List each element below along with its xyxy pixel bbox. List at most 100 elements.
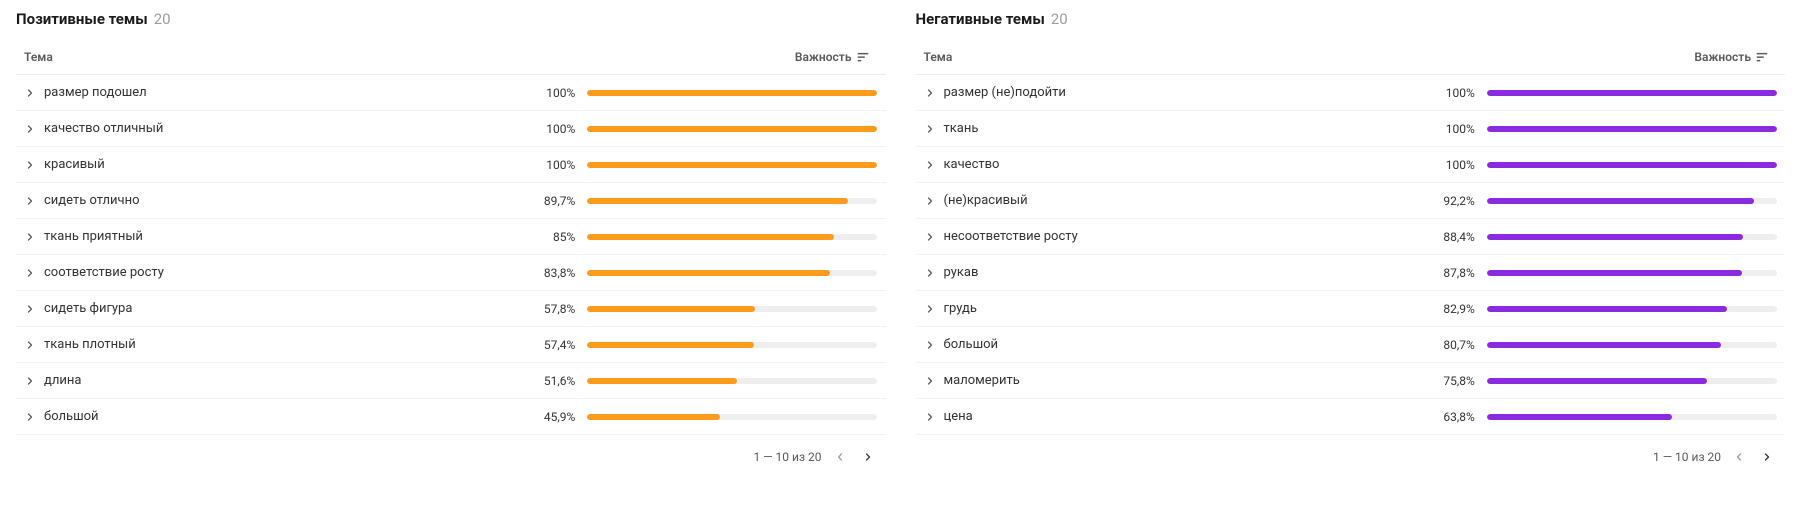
sort-icon bbox=[1755, 50, 1769, 64]
theme-label: длина bbox=[44, 373, 81, 388]
chevron-right-icon[interactable] bbox=[24, 231, 36, 243]
table-row[interactable]: большой45,9% bbox=[16, 399, 886, 435]
table-row[interactable]: качество100% bbox=[916, 147, 1786, 183]
bar-track bbox=[587, 234, 877, 240]
value-cell: 89,7% bbox=[519, 194, 587, 208]
bar-fill bbox=[1487, 198, 1755, 204]
bar-cell bbox=[1487, 414, 1777, 420]
bar-track bbox=[1487, 234, 1777, 240]
table-row[interactable]: (не)красивый92,2% bbox=[916, 183, 1786, 219]
bar-track bbox=[1487, 162, 1777, 168]
table-row[interactable]: сидеть отлично89,7% bbox=[16, 183, 886, 219]
table-row[interactable]: качество отличный100% bbox=[16, 111, 886, 147]
table-row[interactable]: размер подошел100% bbox=[16, 75, 886, 111]
theme-label: размер подошел bbox=[44, 85, 147, 100]
chevron-right-icon[interactable] bbox=[24, 123, 36, 135]
chevron-right-icon[interactable] bbox=[24, 195, 36, 207]
chevron-right-icon[interactable] bbox=[24, 411, 36, 423]
theme-label: большой bbox=[944, 337, 999, 352]
bar-cell bbox=[1487, 378, 1777, 384]
theme-cell: качество отличный bbox=[24, 121, 519, 136]
chevron-right-icon[interactable] bbox=[924, 195, 936, 207]
pagination: 1 — 10 из 20 bbox=[16, 435, 886, 467]
table-header: ТемаВажность bbox=[16, 40, 886, 75]
panel-title: Негативные темы20 bbox=[916, 10, 1786, 28]
column-header-importance[interactable]: Важность bbox=[795, 50, 878, 64]
bar-cell bbox=[1487, 198, 1777, 204]
table-row[interactable]: ткань приятный85% bbox=[16, 219, 886, 255]
chevron-right-icon[interactable] bbox=[24, 375, 36, 387]
table-row[interactable]: большой80,7% bbox=[916, 327, 1786, 363]
theme-cell: маломерить bbox=[924, 373, 1419, 388]
value-cell: 100% bbox=[1419, 158, 1487, 172]
table-row[interactable]: маломерить75,8% bbox=[916, 363, 1786, 399]
table-row[interactable]: цена63,8% bbox=[916, 399, 1786, 435]
chevron-right-icon[interactable] bbox=[924, 303, 936, 315]
chevron-right-icon[interactable] bbox=[24, 87, 36, 99]
bar-cell bbox=[587, 162, 877, 168]
value-cell: 51,6% bbox=[519, 374, 587, 388]
chevron-right-icon[interactable] bbox=[924, 87, 936, 99]
chevron-right-icon[interactable] bbox=[24, 267, 36, 279]
theme-cell: ткань плотный bbox=[24, 337, 519, 352]
chevron-right-icon[interactable] bbox=[924, 159, 936, 171]
table-row[interactable]: ткань100% bbox=[916, 111, 1786, 147]
table-row[interactable]: красивый100% bbox=[16, 147, 886, 183]
column-header-importance-label: Важность bbox=[795, 50, 852, 64]
table-row[interactable]: ткань плотный57,4% bbox=[16, 327, 886, 363]
next-page-button[interactable] bbox=[858, 447, 878, 467]
theme-label: качество отличный bbox=[44, 121, 163, 136]
panel-title-text: Позитивные темы bbox=[16, 10, 148, 28]
prev-page-button[interactable] bbox=[1729, 447, 1749, 467]
theme-label: цена bbox=[944, 409, 973, 424]
bar-track bbox=[587, 270, 877, 276]
bar-track bbox=[587, 342, 877, 348]
theme-cell: сидеть отлично bbox=[24, 193, 519, 208]
table-row[interactable]: сидеть фигура57,8% bbox=[16, 291, 886, 327]
value-cell: 57,4% bbox=[519, 338, 587, 352]
theme-cell: сидеть фигура bbox=[24, 301, 519, 316]
bar-fill bbox=[587, 234, 834, 240]
value-cell: 45,9% bbox=[519, 410, 587, 424]
theme-label: соответствие росту bbox=[44, 265, 164, 280]
table-row[interactable]: рукав87,8% bbox=[916, 255, 1786, 291]
panel-title-text: Негативные темы bbox=[916, 10, 1045, 28]
chevron-right-icon[interactable] bbox=[924, 375, 936, 387]
chevron-right-icon[interactable] bbox=[24, 159, 36, 171]
prev-page-button[interactable] bbox=[830, 447, 850, 467]
chevron-right-icon[interactable] bbox=[924, 411, 936, 423]
chevron-right-icon[interactable] bbox=[924, 231, 936, 243]
theme-cell: большой bbox=[24, 409, 519, 424]
table-row[interactable]: соответствие росту83,8% bbox=[16, 255, 886, 291]
bar-track bbox=[587, 378, 877, 384]
theme-cell: ткань bbox=[924, 121, 1419, 136]
bar-track bbox=[1487, 378, 1777, 384]
theme-label: (не)красивый bbox=[944, 193, 1028, 208]
chevron-right-icon[interactable] bbox=[924, 267, 936, 279]
next-page-button[interactable] bbox=[1757, 447, 1777, 467]
value-cell: 82,9% bbox=[1419, 302, 1487, 316]
column-header-theme[interactable]: Тема bbox=[24, 50, 795, 64]
table-row[interactable]: несоответствие росту88,4% bbox=[916, 219, 1786, 255]
bar-cell bbox=[587, 198, 877, 204]
table-row[interactable]: грудь82,9% bbox=[916, 291, 1786, 327]
table-row[interactable]: длина 51,6% bbox=[16, 363, 886, 399]
chevron-right-icon[interactable] bbox=[924, 339, 936, 351]
bar-track bbox=[587, 126, 877, 132]
bar-cell bbox=[1487, 342, 1777, 348]
chevron-right-icon[interactable] bbox=[924, 123, 936, 135]
column-header-theme[interactable]: Тема bbox=[924, 50, 1695, 64]
bar-cell bbox=[1487, 90, 1777, 96]
bar-fill bbox=[1487, 126, 1777, 132]
column-header-importance[interactable]: Важность bbox=[1694, 50, 1777, 64]
bar-cell bbox=[1487, 126, 1777, 132]
pagination-text: 1 — 10 из 20 bbox=[753, 450, 821, 464]
bar-fill bbox=[1487, 378, 1707, 384]
table-row[interactable]: размер (не)подойти100% bbox=[916, 75, 1786, 111]
bar-cell bbox=[587, 234, 877, 240]
theme-cell: грудь bbox=[924, 301, 1419, 316]
chevron-right-icon[interactable] bbox=[24, 339, 36, 351]
value-cell: 85% bbox=[519, 230, 587, 244]
pagination: 1 — 10 из 20 bbox=[916, 435, 1786, 467]
chevron-right-icon[interactable] bbox=[24, 303, 36, 315]
